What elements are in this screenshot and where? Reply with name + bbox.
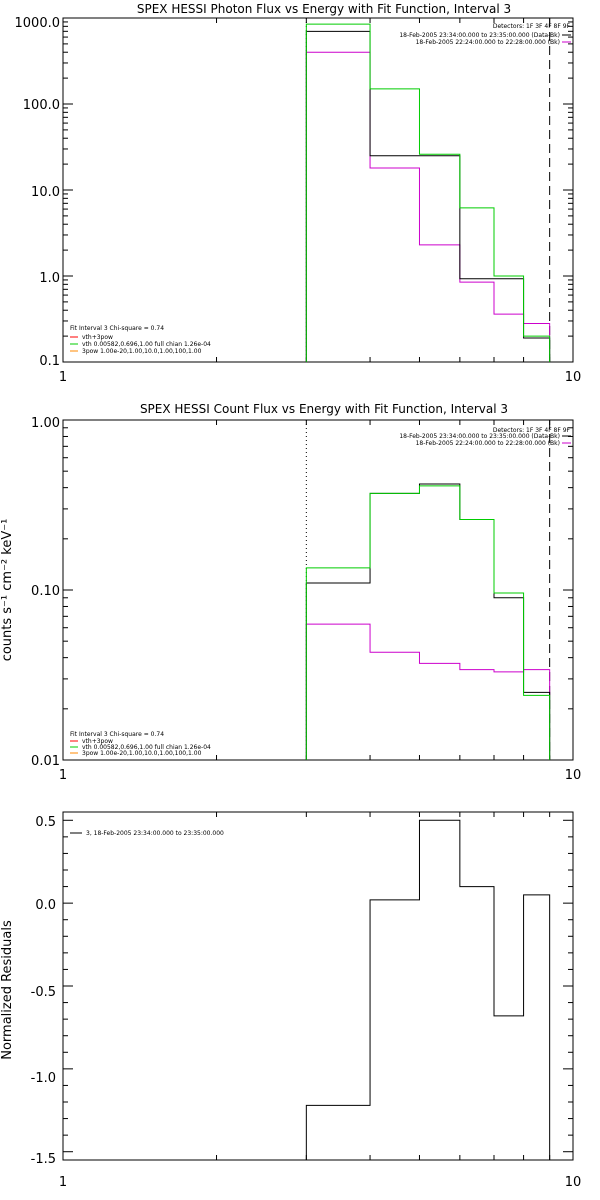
photon-legend-model: vth+3pow <box>82 334 113 341</box>
resid-ytick-neg1.5: -1.5 <box>31 1152 56 1167</box>
count-legend-fit: Fit Interval 3 Chi-square = 0.74 <box>70 731 164 738</box>
count-ytick-0.01: 0.01 <box>31 754 60 769</box>
series-total-step-line <box>305 23 551 362</box>
resid-legend-label: 3, 18-Feb-2005 23:34:00.000 to 23:35:00.… <box>86 830 224 837</box>
photon-flux-title: SPEX HESSI Photon Flux vs Energy with Fi… <box>137 2 511 16</box>
photon-info-detectors: Detectors: 1F 3F 4F 8F 9F <box>493 23 571 30</box>
resid-ytick-0.0: 0.0 <box>35 898 56 913</box>
photon-legend-fit: Fit Interval 3 Chi-square = 0.74 <box>70 325 164 332</box>
photon-ytick-1000: 1000.0 <box>15 16 61 31</box>
series-data-step-line <box>305 30 551 362</box>
count-info-detectors: Detectors: 1F 3F 4F 8F 9F <box>493 427 571 434</box>
resid-ytick-neg1.0: -1.0 <box>31 1071 56 1086</box>
count-info-data-interval: 18-Feb-2005 23:34:00.000 to 23:35:00.000… <box>399 433 560 440</box>
series-total-step-line <box>305 485 551 760</box>
resid-xtick-10: 10 <box>565 1175 582 1190</box>
resid-xtick-1: 1 <box>59 1175 67 1190</box>
panel-photon-flux: SPEX HESSI Photon Flux vs Energy with Fi… <box>15 2 582 385</box>
panel-residuals: Normalized Residuals 0.5 0.0 -0.5 -1.0 -… <box>0 811 582 1190</box>
resid-ytick-neg0.5: -0.5 <box>31 985 56 1000</box>
photon-ytick-100: 100.0 <box>23 98 60 113</box>
photon-ytick-10: 10.0 <box>31 185 60 200</box>
photon-legend-3pow: 3pow 1.00e-20,1.00,10.0,1.00,100,1.00 <box>82 348 202 355</box>
residuals-marks <box>63 812 573 1160</box>
residuals-ylabel: Normalized Residuals <box>0 920 15 1060</box>
series-bkg-step-line <box>305 51 551 362</box>
count-xtick-1: 1 <box>59 768 67 783</box>
series-bkg-step-line <box>305 623 551 760</box>
count-legend-3pow: 3pow 1.00e-20,1.00,10.0,1.00,100,1.00 <box>82 750 202 757</box>
photon-info-bk-interval: 18-Feb-2005 22:24:00.000 to 22:28:00.000… <box>416 39 560 46</box>
series-data-step-line <box>305 483 551 760</box>
photon-info-data-interval: 18-Feb-2005 23:34:00.000 to 23:35:00.000… <box>399 32 560 39</box>
count-legend-model: vth+3pow <box>82 738 113 745</box>
photon-xtick-10: 10 <box>565 370 582 385</box>
count-info-bk-interval: 18-Feb-2005 22:24:00.000 to 22:28:00.000… <box>416 440 560 447</box>
residuals-frame <box>62 811 574 1161</box>
count-legend-vth: vth 0.00582,0.696,1.00 full chian 1.26e-… <box>82 744 211 751</box>
count-ytick-1: 1.00 <box>31 416 60 431</box>
resid-ytick-0.5: 0.5 <box>35 815 56 830</box>
photon-ytick-1: 1.0 <box>39 271 60 286</box>
count-xtick-10: 10 <box>565 768 582 783</box>
count-flux-frame <box>62 419 574 761</box>
photon-xtick-1: 1 <box>59 370 67 385</box>
series-data-step-line <box>305 819 551 1160</box>
count-flux-marks <box>63 419 573 761</box>
count-flux-ylabel: counts s⁻¹ cm⁻² keV⁻¹ <box>0 519 15 662</box>
count-flux-title: SPEX HESSI Count Flux vs Energy with Fit… <box>140 402 508 416</box>
photon-flux-frame <box>62 17 574 363</box>
photon-legend-vth: vth 0.00582,0.696,1.00 full chian 1.26e-… <box>82 341 211 348</box>
panel-count-flux: SPEX HESSI Count Flux vs Energy with Fit… <box>0 402 581 783</box>
photon-ytick-0.1: 0.1 <box>39 354 60 369</box>
count-ytick-0.1: 0.10 <box>31 584 60 599</box>
photon-flux-marks <box>63 17 573 363</box>
